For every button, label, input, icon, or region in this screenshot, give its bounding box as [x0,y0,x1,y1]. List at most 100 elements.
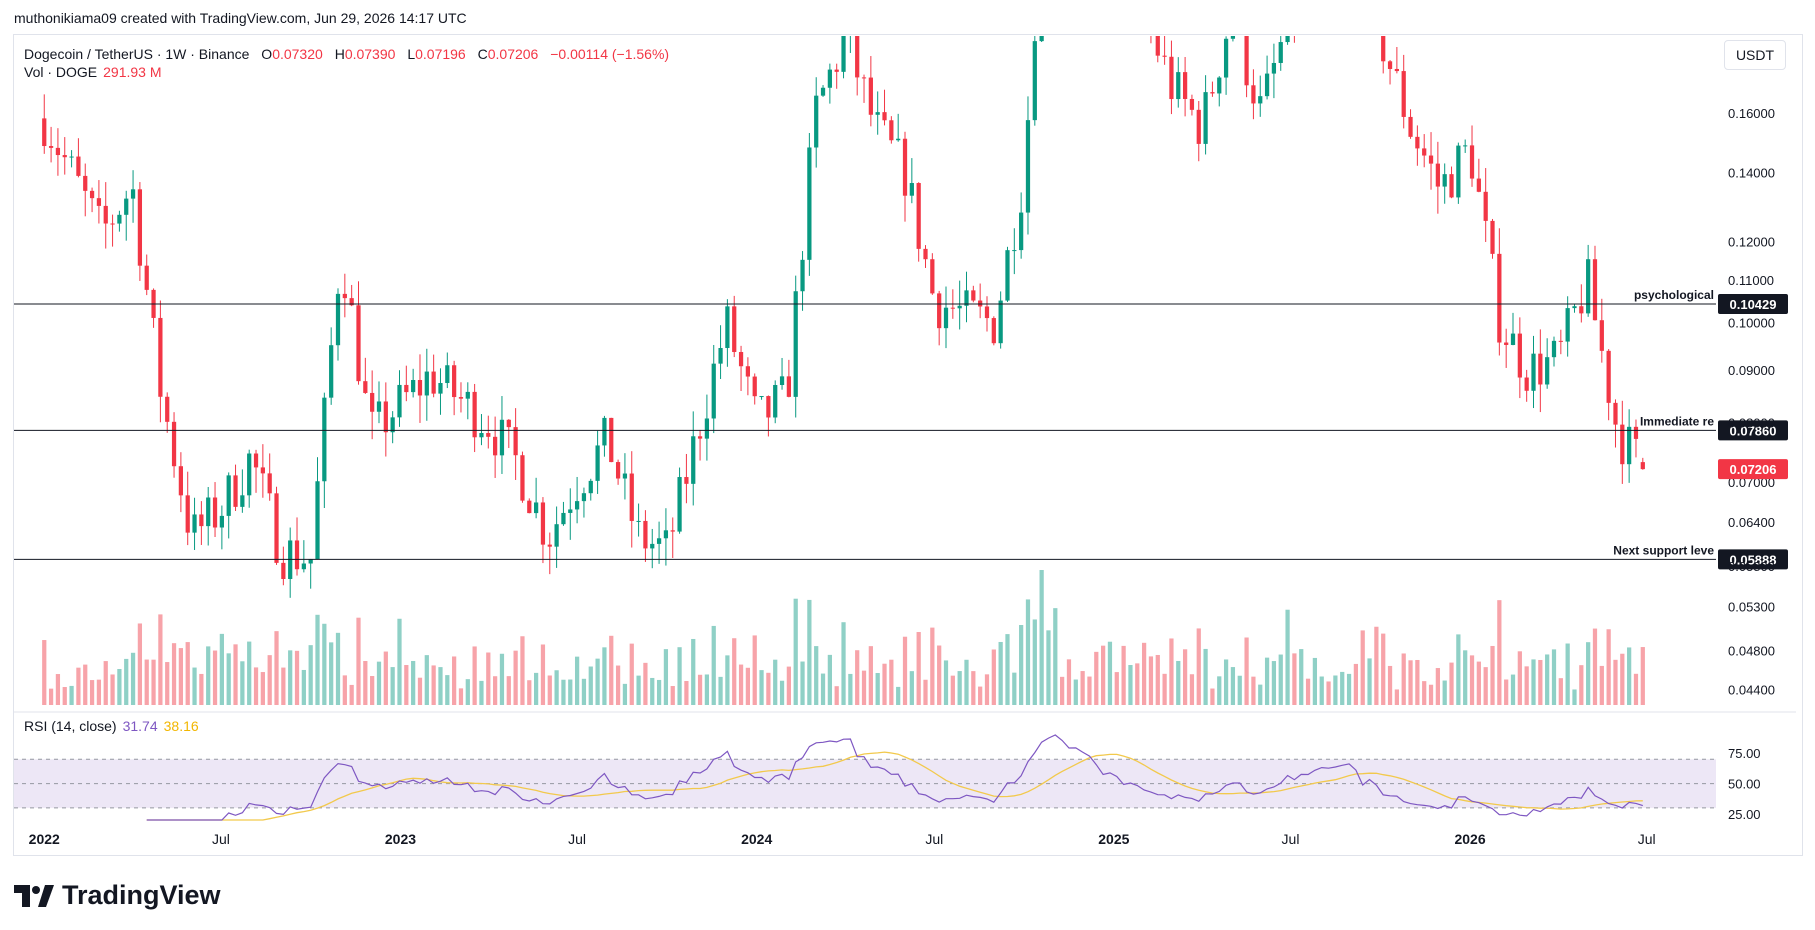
candle-body [192,514,197,533]
volume-bar [656,679,662,705]
candle-body [1238,24,1242,25]
rsi-line [146,734,1643,821]
candle-body [1572,306,1577,309]
candle-body [315,481,320,560]
volume-bar [1394,689,1399,705]
tradingview-logo: TradingView [14,880,221,911]
candle-body [622,473,628,479]
volume-bar [356,617,361,705]
candle-body [663,530,669,539]
time-tick-6: 2025 [1098,831,1129,847]
volume-bar [424,655,429,705]
volume-bar [554,670,559,705]
brand-name: TradingView [62,880,221,910]
rsi-value: 31.74 [122,718,158,734]
volume-bar [602,647,607,705]
candle-body [335,293,341,346]
candle-body [493,436,498,456]
candle-body [896,138,901,141]
candle-body [506,419,511,428]
candle-body [902,138,908,196]
volume-bar [445,675,450,705]
candle-body [363,381,368,393]
price-tick-12: 0.04400 [1728,683,1775,698]
candle-body [629,473,634,521]
candle-body [957,305,962,309]
candle-body [1223,38,1229,78]
candle-body [1422,148,1427,156]
candle-body [766,396,771,418]
volume-label[interactable]: Vol · DOGE [24,64,98,80]
volume-bar [841,622,846,705]
volume-bar [882,663,887,705]
candle-body [329,345,334,398]
candle-body [1627,426,1632,465]
candle-body [1203,92,1208,144]
candle-body [281,562,286,579]
volume-bar [943,660,949,705]
volume-bar [185,642,190,705]
candle-body [786,376,791,397]
candle-body [1005,250,1010,301]
level-price-box-0 [1718,293,1788,314]
volume-bar [1463,650,1468,705]
volume-bar [1305,678,1311,705]
volume-bar [1449,662,1454,705]
volume-bar [48,688,54,705]
volume-bar [1141,642,1147,705]
time-tick-8: 2026 [1454,831,1485,847]
volume-bar [329,642,334,705]
candle-body [732,306,737,353]
volume-bar [383,651,388,705]
candle-body [684,477,689,484]
candle-body [486,433,491,437]
candle-body [274,493,279,563]
volume-bar [1053,608,1058,705]
volume-bar [1217,676,1222,705]
volume-bar [827,654,832,705]
volume-bar [1353,663,1359,705]
volume-bar [1374,626,1379,705]
volume-bar [1558,678,1563,705]
candle-body [452,365,457,398]
volume-bar [1319,676,1324,705]
rsi-label[interactable]: RSI (14, close) [24,718,117,734]
candle-body [110,223,115,225]
candle-body [424,371,429,396]
candle-body [458,397,464,399]
currency-unit-button[interactable]: USDT [1724,40,1786,70]
candle-body [48,146,54,148]
volume-bar [253,667,259,705]
volume-bar [1633,673,1639,705]
candle-body [937,293,942,329]
candle-body [445,365,450,384]
symbol-label[interactable]: Dogecoin / TetherUS · 1W · Binance [24,46,250,62]
volume-bar [1442,680,1447,705]
volume-bar [1005,634,1010,705]
candle-body [677,477,682,532]
candle-body [964,290,969,306]
time-tick-5: Jul [925,831,943,847]
volume-bar [417,677,423,705]
volume-bar [1121,645,1126,705]
volume-bar [786,666,791,705]
candle-body [356,305,361,382]
current-price-box [1718,459,1788,480]
volume-bar [89,680,95,705]
candle-body [759,396,764,398]
candle-body [438,383,443,394]
candle-body [588,480,593,494]
volume-bar [76,667,81,705]
candle-body [1182,72,1188,99]
candle-body [1599,320,1604,351]
volume-legend: Vol · DOGE 291.93 M [24,64,162,80]
candle-body [1032,41,1037,121]
candle-body [568,509,573,513]
chart-attribution: muthonikiama09 created with TradingView.… [14,10,467,26]
volume-bar [1510,674,1516,705]
candle-body [1510,333,1516,345]
volume-bar [1312,657,1318,705]
volume-bar [493,676,498,705]
close-value: 0.07206 [487,46,539,62]
